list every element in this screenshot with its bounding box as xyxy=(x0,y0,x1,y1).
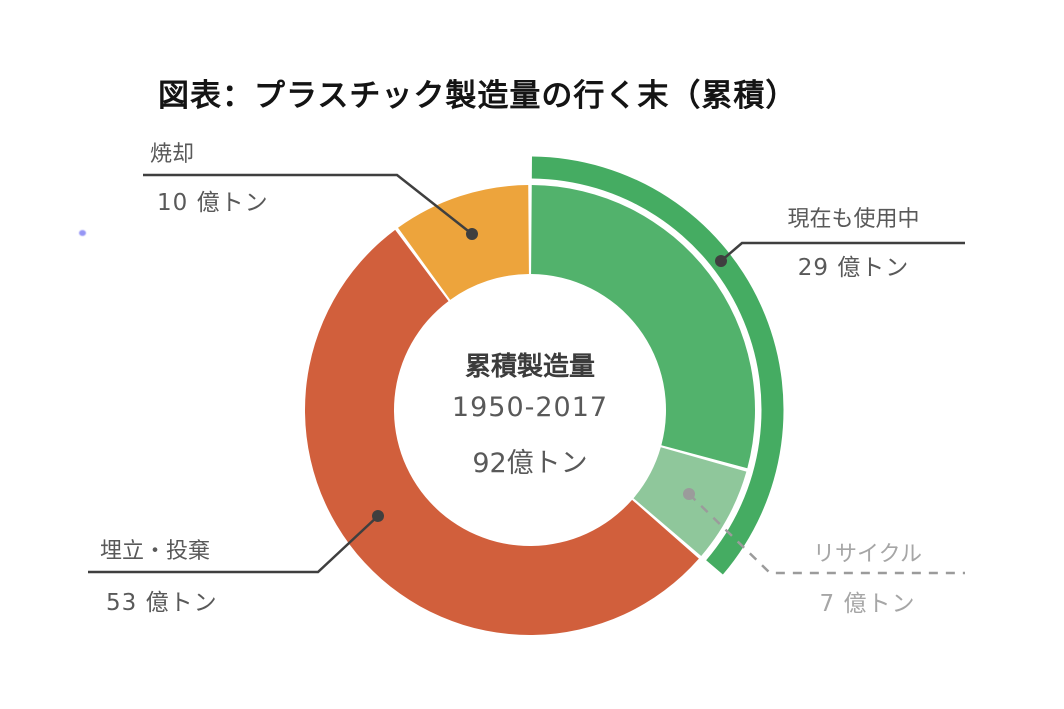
donut-segment-landfill xyxy=(304,229,699,636)
callout-dot-in-use xyxy=(715,255,727,267)
stray-blue-dot xyxy=(79,230,86,236)
value-in-use: 29 億トン xyxy=(797,255,910,281)
callout-line-in-use xyxy=(720,241,965,262)
donut-segment-in-use xyxy=(531,185,755,469)
center-total: 92億トン xyxy=(472,448,588,479)
donut-segment-incinerated xyxy=(398,185,529,300)
callout-in-use xyxy=(715,241,965,267)
callout-landfill xyxy=(88,510,384,574)
callout-incinerated xyxy=(143,173,478,240)
callout-line-recycled xyxy=(688,493,965,575)
label-landfill: 埋立・投棄 xyxy=(100,539,211,564)
callout-dot-incinerated xyxy=(466,228,478,240)
value-incinerated: 10 億トン xyxy=(157,190,269,216)
center-period: 1950-2017 xyxy=(451,392,609,423)
value-recycled: 7 億トン xyxy=(819,591,916,617)
label-incinerated: 焼却 xyxy=(150,142,195,167)
center-heading: 累積製造量 xyxy=(464,352,596,382)
callout-recycled xyxy=(683,488,965,575)
donut-segments xyxy=(304,185,755,636)
label-in-use: 現在も使用中 xyxy=(787,207,920,232)
donut-segment-recycled xyxy=(633,447,747,557)
callout-dot-recycled xyxy=(683,488,695,500)
value-landfill: 53 億トン xyxy=(106,590,218,616)
chart-title: 図表：プラスチック製造量の行く末（累積） xyxy=(158,78,798,114)
callout-line-incinerated xyxy=(143,173,473,235)
label-recycled: リサイクル xyxy=(813,542,922,567)
callout-line-landfill xyxy=(88,515,379,574)
callout-dot-landfill xyxy=(372,510,384,522)
